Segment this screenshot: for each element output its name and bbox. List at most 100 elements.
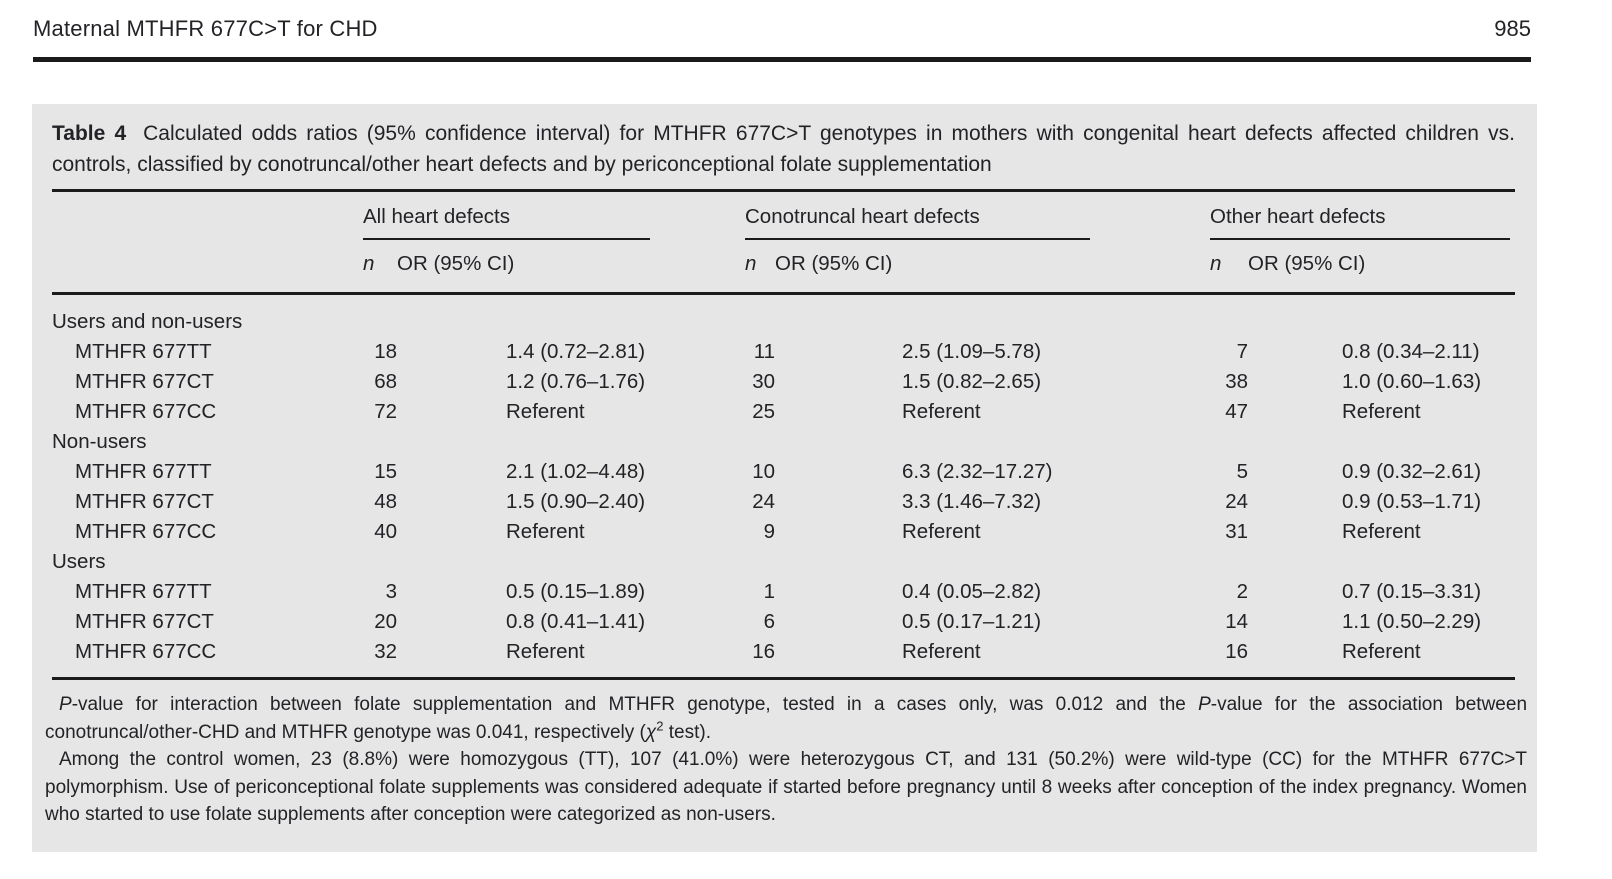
table-row: MTHFR 677TT 18 1.4 (0.72–2.81) 11 2.5 (1… (52, 337, 1515, 367)
cell-n: 10 (752, 460, 775, 483)
table-section-row: Users (52, 547, 1515, 577)
table-row: MTHFR 677CC 32 Referent 16 Referent 16 R… (52, 637, 1515, 680)
italic-p: P (1198, 694, 1211, 715)
cell-or: 0.8 (0.34–2.11) (1342, 340, 1480, 363)
cell-n: 40 (374, 520, 397, 543)
cell-or: 1.2 (0.76–1.76) (506, 370, 646, 393)
cell-or: 0.9 (0.32–2.61) (1342, 460, 1482, 483)
footnote-pvalue: P-value for interaction between folate s… (45, 691, 1527, 746)
table-row: MTHFR 677CT 68 1.2 (0.76–1.76) 30 1.5 (0… (52, 367, 1515, 397)
cell-n: 24 (1225, 490, 1248, 513)
cell-n: 30 (752, 370, 775, 393)
cell-or: 1.5 (0.90–2.40) (506, 490, 646, 513)
genotype-label: MTHFR 677CC (52, 637, 363, 680)
table-panel: Table 4 Calculated odds ratios (95% confi… (32, 104, 1537, 852)
table-footnotes: P-value for interaction between folate s… (45, 691, 1527, 829)
cell-n: 1 (763, 580, 775, 603)
group-header-all: All heart defects (363, 189, 745, 240)
cell-n: 5 (1236, 460, 1248, 483)
cell-or: 0.8 (0.41–1.41) (506, 610, 646, 633)
genotype-label: MTHFR 677CC (75, 520, 217, 543)
column-group-row: All heart defects Conotruncal heart defe… (52, 189, 1515, 240)
page-number: 985 (1494, 16, 1531, 41)
cell-or: Referent (397, 637, 745, 680)
section-label: Users and non-users (52, 310, 243, 333)
cell-n: 24 (752, 490, 775, 513)
cell-or: Referent (506, 400, 585, 423)
table-row: MTHFR 677CT 48 1.5 (0.90–2.40) 24 3.3 (1… (52, 487, 1515, 517)
cell-or: 0.5 (0.15–1.89) (506, 580, 646, 603)
cell-or: Referent (775, 637, 1210, 680)
n-header: n (745, 240, 775, 295)
cell-n: 47 (1225, 400, 1248, 423)
cell-n: 7 (1236, 340, 1248, 363)
empty-header-cell (52, 189, 363, 240)
genotype-label: MTHFR 677CC (75, 400, 217, 423)
genotype-label: MTHFR 677CT (75, 370, 214, 393)
cell-n: 14 (1225, 610, 1248, 633)
cell-or: 1.1 (0.50–2.29) (1342, 610, 1482, 633)
cell-or: 1.0 (0.60–1.63) (1342, 370, 1482, 393)
genotype-label: MTHFR 677CT (75, 490, 214, 513)
genotype-label: MTHFR 677CT (75, 610, 214, 633)
table-row: MTHFR 677CT 20 0.8 (0.41–1.41) 6 0.5 (0.… (52, 607, 1515, 637)
cell-n: 31 (1225, 520, 1248, 543)
genotype-label: MTHFR 677TT (75, 580, 212, 603)
footnote-text: -value for interaction between folate su… (71, 694, 1199, 715)
chi-symbol: χ (645, 721, 657, 743)
odds-ratio-table: All heart defects Conotruncal heart defe… (52, 189, 1515, 680)
cell-n: 3 (385, 580, 397, 603)
cell-n: 16 (1210, 637, 1248, 680)
cell-or: 0.5 (0.17–1.21) (902, 610, 1042, 633)
header-rule (33, 57, 1531, 62)
footnote-controls: Among the control women, 23 (8.8%) were … (45, 749, 1527, 825)
or-header: OR (95% CI) (775, 240, 1210, 295)
cell-or: 2.1 (1.02–4.48) (506, 460, 646, 483)
section-label: Non-users (52, 430, 147, 453)
cell-n: 9 (763, 520, 775, 543)
footnote-text: -value for the association between conot… (45, 694, 1528, 743)
cell-n: 11 (753, 340, 775, 363)
group-header-conotruncal: Conotruncal heart defects (745, 189, 1210, 240)
genotype-label: MTHFR 677TT (75, 460, 212, 483)
table-section-row: Users and non-users (52, 294, 1515, 338)
cell-or: Referent (506, 520, 585, 543)
cell-n: 48 (374, 490, 397, 513)
n-header: n (363, 240, 397, 295)
cell-or: 0.9 (0.53–1.71) (1342, 490, 1482, 513)
cell-n: 25 (752, 400, 775, 423)
cell-n: 72 (374, 400, 397, 423)
italic-p: P (59, 694, 72, 715)
n-header: n (1210, 240, 1248, 295)
table-row: MTHFR 677TT 15 2.1 (1.02–4.48) 10 6.3 (2… (52, 457, 1515, 487)
table-row: MTHFR 677CC 40 Referent 9 Referent 31 Re… (52, 517, 1515, 547)
table-row: MTHFR 677CC 72 Referent 25 Referent 47 R… (52, 397, 1515, 427)
cell-or: Referent (1342, 400, 1421, 423)
footnote-text: test). (663, 721, 711, 743)
cell-or: 3.3 (1.46–7.32) (902, 490, 1042, 513)
cell-n: 38 (1225, 370, 1248, 393)
section-label: Users (52, 550, 106, 573)
cell-or: Referent (1248, 637, 1515, 680)
subheader-row: n OR (95% CI) n OR (95% CI) n OR (95% CI… (52, 240, 1515, 295)
cell-n: 68 (374, 370, 397, 393)
table-row: MTHFR 677TT 3 0.5 (0.15–1.89) 1 0.4 (0.0… (52, 577, 1515, 607)
cell-n: 16 (745, 637, 775, 680)
cell-or: 0.7 (0.15–3.31) (1342, 580, 1482, 603)
cell-or: Referent (902, 520, 981, 543)
cell-or: Referent (1342, 520, 1421, 543)
chi-squared-exponent: 2 (656, 718, 664, 734)
cell-or: Referent (902, 400, 981, 423)
cell-n: 32 (363, 637, 397, 680)
cell-or: 2.5 (1.09–5.78) (902, 340, 1042, 363)
cell-or: 1.4 (0.72–2.81) (506, 340, 646, 363)
cell-n: 15 (374, 460, 397, 483)
empty-subheader-cell (52, 240, 363, 295)
table-label: Table 4 (52, 122, 127, 145)
running-head: Maternal MTHFR 677C>T for CHD (33, 16, 378, 41)
cell-n: 20 (374, 610, 397, 633)
cell-n: 18 (374, 340, 397, 363)
genotype-label: MTHFR 677TT (75, 340, 212, 363)
or-header: OR (95% CI) (1248, 240, 1515, 295)
or-header: OR (95% CI) (397, 240, 745, 295)
